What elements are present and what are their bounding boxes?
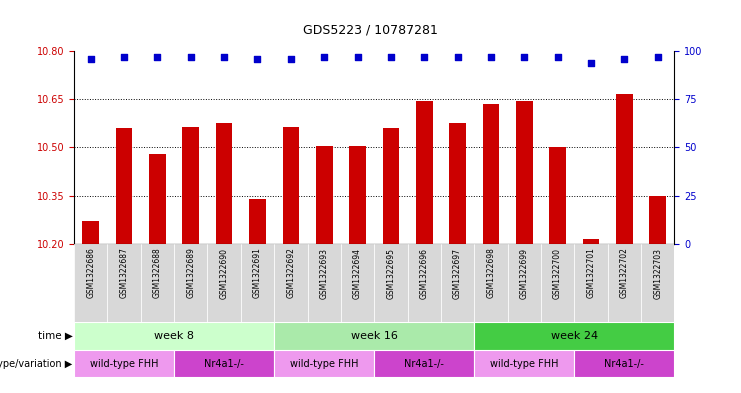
Bar bbox=[349, 146, 366, 244]
Bar bbox=[274, 322, 474, 350]
Point bbox=[352, 54, 364, 60]
Text: GSM1322690: GSM1322690 bbox=[219, 248, 229, 299]
Bar bbox=[308, 244, 341, 322]
Text: genotype/variation ▶: genotype/variation ▶ bbox=[0, 358, 73, 369]
Bar bbox=[241, 244, 274, 322]
Text: week 8: week 8 bbox=[154, 331, 194, 341]
Point bbox=[218, 54, 230, 60]
Text: GDS5223 / 10787281: GDS5223 / 10787281 bbox=[303, 24, 438, 37]
Point bbox=[185, 54, 197, 60]
Bar bbox=[141, 244, 174, 322]
Text: GSM1322697: GSM1322697 bbox=[453, 248, 462, 299]
Bar bbox=[574, 244, 608, 322]
Bar bbox=[216, 123, 233, 244]
Bar bbox=[382, 128, 399, 244]
Bar bbox=[541, 244, 574, 322]
Text: GSM1322689: GSM1322689 bbox=[186, 248, 196, 298]
Bar bbox=[574, 350, 674, 377]
Point bbox=[618, 56, 630, 62]
Bar bbox=[341, 244, 374, 322]
Bar bbox=[516, 101, 533, 244]
Point bbox=[451, 54, 464, 60]
Text: wild-type FHH: wild-type FHH bbox=[290, 358, 359, 369]
Point bbox=[119, 54, 130, 60]
Point bbox=[85, 56, 96, 62]
Bar bbox=[616, 94, 633, 244]
Text: GSM1322703: GSM1322703 bbox=[653, 248, 662, 299]
Bar bbox=[474, 322, 674, 350]
Bar bbox=[282, 127, 299, 244]
Bar bbox=[408, 244, 441, 322]
Text: GSM1322687: GSM1322687 bbox=[119, 248, 129, 298]
Bar bbox=[549, 147, 566, 244]
Point bbox=[385, 54, 397, 60]
Bar bbox=[82, 221, 99, 244]
Text: GSM1322702: GSM1322702 bbox=[619, 248, 629, 298]
Bar bbox=[608, 244, 641, 322]
Text: GSM1322698: GSM1322698 bbox=[486, 248, 496, 298]
Text: GSM1322700: GSM1322700 bbox=[553, 248, 562, 299]
Bar bbox=[441, 244, 474, 322]
Text: wild-type FHH: wild-type FHH bbox=[490, 358, 559, 369]
Bar bbox=[174, 244, 207, 322]
Bar bbox=[449, 123, 466, 244]
Text: wild-type FHH: wild-type FHH bbox=[90, 358, 159, 369]
Point bbox=[151, 54, 163, 60]
Text: GSM1322699: GSM1322699 bbox=[519, 248, 529, 299]
Bar bbox=[649, 195, 666, 244]
Point bbox=[418, 54, 430, 60]
Bar bbox=[508, 244, 541, 322]
Bar bbox=[374, 350, 474, 377]
Text: GSM1322686: GSM1322686 bbox=[86, 248, 96, 298]
Point bbox=[519, 54, 531, 60]
Text: time ▶: time ▶ bbox=[38, 331, 73, 341]
Bar bbox=[474, 244, 508, 322]
Text: Nr4a1-/-: Nr4a1-/- bbox=[205, 358, 244, 369]
Text: GSM1322693: GSM1322693 bbox=[319, 248, 329, 299]
Point bbox=[285, 56, 296, 62]
Point bbox=[251, 56, 264, 62]
Text: week 24: week 24 bbox=[551, 331, 598, 341]
Bar bbox=[374, 244, 408, 322]
Bar bbox=[274, 350, 374, 377]
Bar bbox=[107, 244, 141, 322]
Bar bbox=[316, 146, 333, 244]
Point bbox=[485, 54, 496, 60]
Text: GSM1322701: GSM1322701 bbox=[586, 248, 596, 298]
Point bbox=[551, 54, 563, 60]
Text: GSM1322696: GSM1322696 bbox=[419, 248, 429, 299]
Bar bbox=[416, 101, 433, 244]
Text: GSM1322695: GSM1322695 bbox=[386, 248, 396, 299]
Bar bbox=[482, 104, 499, 244]
Text: week 16: week 16 bbox=[350, 331, 398, 341]
Bar bbox=[274, 244, 308, 322]
Text: Nr4a1-/-: Nr4a1-/- bbox=[405, 358, 444, 369]
Point bbox=[319, 54, 330, 60]
Bar bbox=[582, 239, 599, 244]
Bar bbox=[207, 244, 241, 322]
Bar bbox=[149, 154, 166, 244]
Bar bbox=[174, 350, 274, 377]
Text: GSM1322688: GSM1322688 bbox=[153, 248, 162, 298]
Bar bbox=[249, 199, 266, 244]
Point bbox=[652, 54, 664, 60]
Bar bbox=[182, 127, 199, 244]
Bar bbox=[74, 244, 107, 322]
Text: GSM1322692: GSM1322692 bbox=[286, 248, 296, 298]
Text: GSM1322694: GSM1322694 bbox=[353, 248, 362, 299]
Bar bbox=[74, 350, 174, 377]
Bar bbox=[474, 350, 574, 377]
Text: Nr4a1-/-: Nr4a1-/- bbox=[605, 358, 644, 369]
Bar bbox=[641, 244, 674, 322]
Bar bbox=[116, 128, 133, 244]
Point bbox=[585, 59, 597, 66]
Text: GSM1322691: GSM1322691 bbox=[253, 248, 262, 298]
Bar bbox=[74, 322, 274, 350]
